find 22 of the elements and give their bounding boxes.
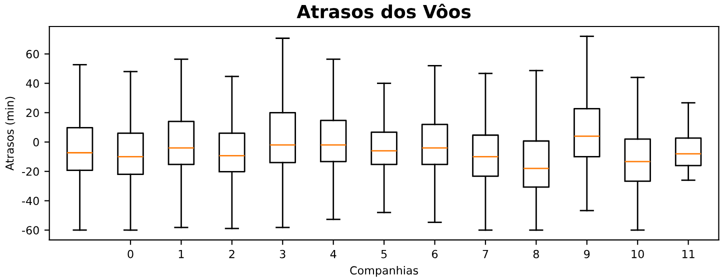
y-tick-label: -20 — [22, 167, 39, 176]
y-axis-title: Atrasos (min) — [5, 96, 16, 170]
x-tick-label: 5 — [381, 250, 387, 258]
x-tick-label: 10 — [632, 250, 644, 258]
x-tick-label: 3 — [280, 250, 286, 258]
y-tick-label: -40 — [22, 196, 39, 206]
y-tick-label: 40 — [26, 79, 39, 88]
x-tick-label: 2 — [229, 250, 234, 258]
x-axis-title: Companhias — [350, 266, 418, 277]
y-tick-label: 60 — [26, 50, 39, 58]
x-tick-label: 1 — [178, 250, 184, 258]
x-tick-label: 11 — [682, 250, 694, 258]
y-tick-label: 20 — [26, 108, 39, 118]
chart-title: Atrasos dos Vôos — [296, 4, 471, 18]
x-tick-label: 0 — [128, 250, 134, 258]
x-tick-label: 7 — [482, 250, 488, 258]
x-tick-label: 8 — [533, 250, 539, 258]
x-tick-label: 4 — [330, 250, 336, 258]
x-tick-label: 9 — [584, 250, 590, 258]
y-tick-label: -60 — [22, 226, 39, 234]
y-tick-label: 0 — [33, 138, 39, 146]
x-tick-label: 6 — [432, 250, 438, 258]
